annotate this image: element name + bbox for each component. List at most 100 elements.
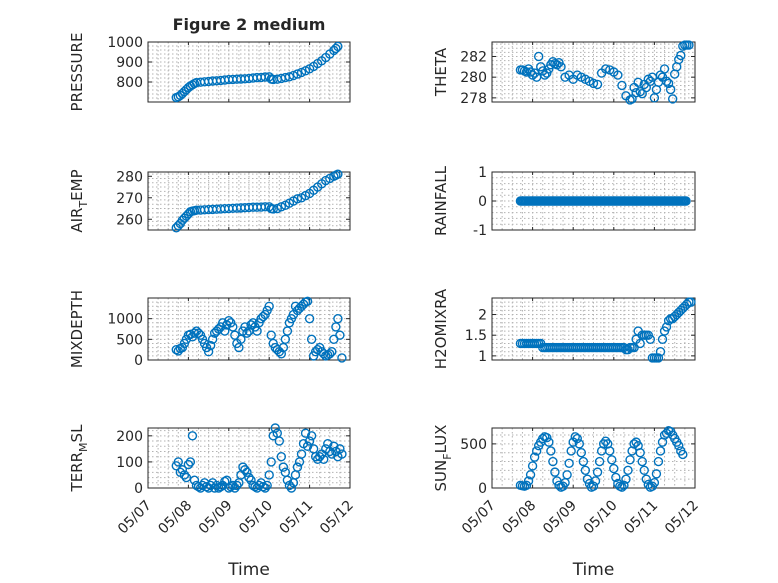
data-point [329,441,339,451]
y-tick-label: 2 [478,308,487,324]
data-point [185,457,196,467]
data-point [645,334,656,345]
x-tick-label: 05/08 [155,498,195,538]
data-point [529,452,540,462]
y-tick-label: 0 [478,481,487,497]
data-point [521,480,532,491]
data-point [189,328,200,338]
data-point [306,334,317,345]
data-point [252,326,262,336]
subplot-8: 0 500 05/07 05/08 05/09 05/10 05/11 05/12 SUNFLU… [432,425,702,538]
data-point [564,458,574,468]
data-series [515,425,688,492]
data-point [189,475,200,485]
data-point [635,448,645,458]
data-point [625,455,635,465]
data-point [276,349,287,359]
data-point [282,326,293,336]
data-point [653,456,664,467]
data-point [337,353,347,363]
data-point [525,470,536,480]
axes-box [491,427,696,489]
data-point [171,344,181,355]
data-point [637,456,647,467]
data-point [331,43,341,54]
data-point [306,431,317,441]
x-tick-label: 05/08 [500,498,540,538]
data-point [635,338,645,349]
axes-box [147,171,351,231]
data-point [594,456,605,467]
y-tick-label: -1 [473,223,487,239]
y-axis-label: MIXDEPTH [68,290,86,368]
subplot-4: -1 0 1 RAINFALL [432,165,696,239]
data-point [655,446,666,456]
data-point [209,483,220,493]
data-point [276,451,287,462]
data-point [605,446,615,456]
data-point [661,322,672,332]
data-point [220,476,230,487]
y-tick-label: 278 [460,91,487,107]
data-point [681,196,691,206]
y-tick-label: 1.5 [465,328,487,344]
data-point [639,465,649,476]
data-point [631,87,641,98]
data-point [533,51,544,62]
data-point [607,455,617,465]
data-point [611,472,621,483]
axes-box [491,297,696,361]
data-point [542,433,552,443]
data-point [302,296,313,307]
y-tick-label: 500 [460,437,487,453]
data-point [566,446,576,456]
data-point [613,70,623,80]
axes-box [147,427,351,489]
data-point [284,72,295,82]
data-point [621,474,631,484]
data-point [667,94,678,104]
data-point [292,194,303,204]
data-point [333,313,343,324]
data-point [686,297,696,307]
data-point [179,470,190,480]
data-point [187,431,198,441]
data-point [653,353,664,363]
x-tick-label: 05/11 [621,498,661,538]
data-point [292,462,303,472]
data-point [544,437,554,447]
data-point [203,347,214,357]
data-point [282,475,293,485]
data-point [556,62,566,72]
data-point [661,76,672,87]
y-axis-label: PRESSURE [68,33,86,112]
y-tick-label: 280 [460,70,487,86]
data-series [171,41,343,103]
y-tick-label: 200 [116,429,143,445]
data-point [258,481,268,492]
data-point [304,436,315,446]
data-point [623,465,633,476]
subplot-6: 1 1.5 2 H2OMIXRA [432,288,696,369]
data-point [302,441,313,451]
y-tick-label: 270 [116,191,143,207]
y-axis-label: TERRMSL [68,424,90,493]
y-tick-label: 0 [134,353,143,369]
data-point [181,472,192,483]
y-tick-label: 0 [478,194,487,210]
data-point [588,481,599,491]
data-point [550,467,560,477]
data-point [244,472,254,483]
data-series [171,296,347,363]
data-point [663,78,674,89]
data-point [274,436,284,446]
data-point [177,465,188,475]
y-tick-label: 900 [116,55,143,71]
y-tick-label: 1 [478,349,487,365]
x-axis-label: Time [572,560,615,580]
y-tick-label: 100 [116,455,143,471]
data-point [592,467,603,477]
data-point [242,467,252,478]
data-point [572,433,582,444]
data-point [240,465,250,475]
